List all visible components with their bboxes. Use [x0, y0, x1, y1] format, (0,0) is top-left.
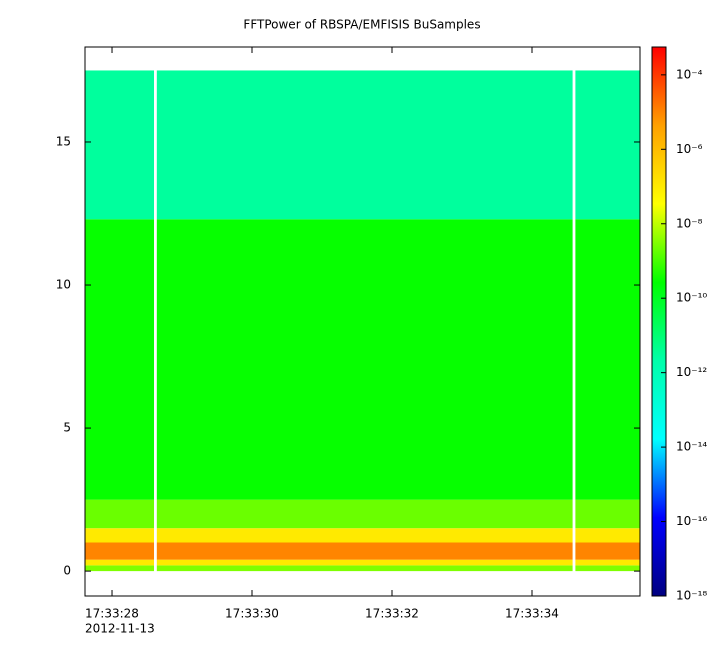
spectrogram-cell: [575, 559, 640, 566]
spectrogram-cell: [156, 542, 573, 560]
colorbar-tick-label: 10⁻⁸: [676, 216, 703, 230]
spectrogram-cell: [156, 559, 573, 566]
colorbar-tick-label: 10⁻¹⁴: [676, 440, 707, 454]
spectrogram-cell: [575, 499, 640, 529]
spectrogram-cell: [156, 219, 573, 500]
plot-frame: [84, 46, 641, 597]
colorbar-tick-label: 10⁻¹²: [676, 365, 707, 379]
spectrogram-cell: [85, 565, 155, 572]
spectrogram-cell: [575, 219, 640, 500]
spectrogram-cell: [575, 528, 640, 543]
spectrogram-cell: [156, 499, 573, 529]
chart-title: FFTPower of RBSPA/EMFISIS BuSamples: [243, 18, 480, 32]
colorbar: [651, 46, 667, 597]
y-tick-label: 0: [63, 564, 71, 578]
colorbar-tick-label: 10⁻¹⁸: [676, 589, 707, 603]
x-tick-label: 17:33:34: [505, 607, 559, 621]
spectrogram-cell: [85, 559, 155, 566]
x-tick-label: 17:33:28: [85, 607, 139, 621]
spectrogram-cell: [156, 565, 573, 572]
x-tick-label: 17:33:32: [365, 607, 419, 621]
colorbar-tick-label: 10⁻⁶: [676, 142, 703, 156]
date-label: 2012-11-13: [85, 622, 155, 636]
colorbar-tick-label: 10⁻¹⁰: [676, 291, 707, 305]
colorbar-tick-label: 10⁻¹⁶: [676, 514, 707, 528]
x-tick-label: 17:33:30: [225, 607, 279, 621]
spectrogram-cell: [575, 70, 640, 220]
spectrogram-cell: [156, 528, 573, 543]
y-tick-label: 15: [56, 134, 71, 148]
spectrogram-cell: [85, 70, 155, 220]
spectrogram-cell: [85, 219, 155, 500]
spectrogram-cell: [85, 542, 155, 560]
y-tick-label: 10: [56, 278, 71, 292]
spectrogram-cell: [575, 542, 640, 560]
spectrogram-cell: [85, 499, 155, 529]
y-tick-label: 5: [63, 421, 71, 435]
spectrogram-cell: [575, 565, 640, 572]
spectrogram-cell: [156, 70, 573, 220]
colorbar-tick-label: 10⁻⁴: [676, 67, 703, 81]
spectrogram-cell: [85, 528, 155, 543]
